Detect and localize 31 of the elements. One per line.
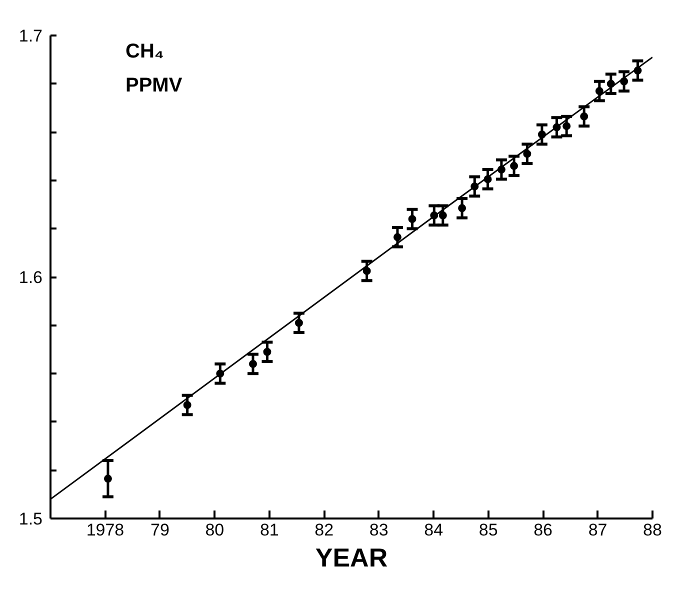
y-axis-title: CH₄ PPMV: [126, 40, 183, 96]
point: [263, 348, 272, 356]
x-tick-label: 81: [260, 520, 279, 540]
point: [104, 474, 112, 483]
y-tick-label: 1.6: [18, 268, 43, 287]
y-tick-label: 1.5: [18, 510, 43, 528]
point: [408, 215, 416, 224]
point: [393, 233, 402, 242]
x-tick-label: 80: [205, 520, 224, 540]
y-tick-label: 1.7: [18, 26, 43, 46]
x-tick-label: 82: [314, 520, 334, 540]
x-tick-label: 85: [478, 520, 498, 540]
point: [362, 266, 371, 275]
point: [248, 360, 257, 368]
point: [523, 150, 532, 158]
x-tick-label: 1978: [86, 520, 124, 540]
x-axis-title: YEAR: [315, 542, 388, 572]
x-tick-label: 83: [369, 520, 388, 540]
x-tick-label: 88: [643, 520, 662, 540]
point: [562, 122, 571, 130]
point: [458, 204, 466, 212]
point: [580, 112, 588, 120]
point: [294, 318, 303, 327]
x-tick-label: 87: [588, 520, 608, 540]
x-tick-label: 79: [150, 520, 170, 540]
x-tick-label: 84: [424, 520, 444, 540]
point: [183, 401, 192, 409]
x-tick-label: 86: [534, 520, 553, 540]
point: [595, 87, 604, 96]
point: [510, 162, 518, 170]
point: [438, 211, 447, 220]
